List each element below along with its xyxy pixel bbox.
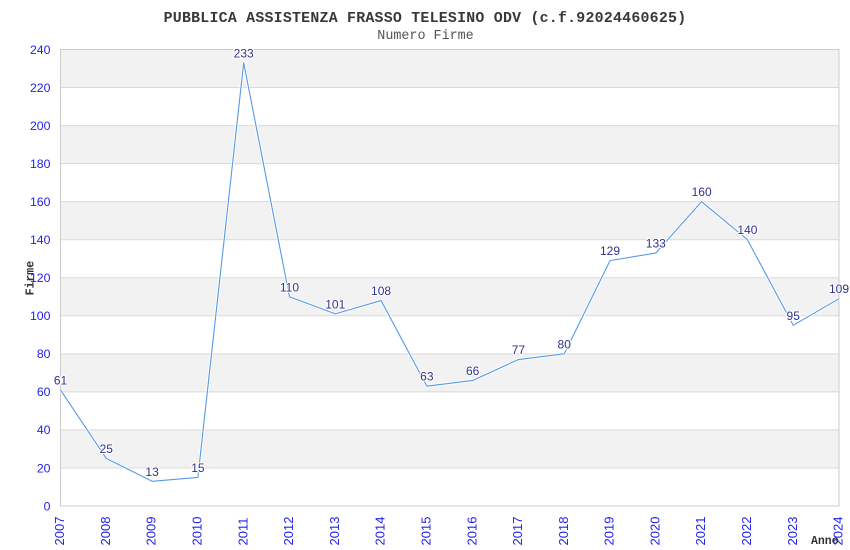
svg-text:220: 220 [30,81,51,95]
svg-text:66: 66 [466,364,480,378]
svg-text:109: 109 [829,282,849,296]
svg-text:2014: 2014 [373,517,388,546]
svg-text:120: 120 [30,271,51,285]
svg-text:240: 240 [30,43,51,57]
svg-text:80: 80 [37,347,51,361]
svg-text:200: 200 [30,119,51,133]
svg-text:63: 63 [420,370,434,384]
svg-text:129: 129 [600,244,620,258]
svg-text:Firme: Firme [25,261,38,296]
svg-text:140: 140 [30,233,51,247]
svg-text:233: 233 [234,46,254,60]
svg-text:60: 60 [37,385,51,399]
svg-text:2021: 2021 [693,517,708,546]
svg-text:2013: 2013 [327,517,342,546]
svg-text:Anno: Anno [811,535,839,548]
svg-text:2009: 2009 [144,517,159,546]
svg-text:15: 15 [191,461,205,475]
svg-text:2012: 2012 [281,517,296,546]
svg-text:2018: 2018 [556,517,571,546]
svg-text:2015: 2015 [418,517,433,546]
svg-text:140: 140 [737,223,757,237]
svg-text:133: 133 [646,237,666,251]
svg-text:108: 108 [371,284,391,298]
svg-text:101: 101 [325,297,345,311]
svg-text:80: 80 [558,337,572,351]
svg-text:2010: 2010 [189,517,204,546]
svg-text:Numero Firme: Numero Firme [377,29,473,44]
svg-text:25: 25 [100,442,114,456]
svg-text:2017: 2017 [510,517,525,546]
svg-text:2023: 2023 [785,517,800,546]
svg-text:2016: 2016 [464,517,479,546]
svg-text:61: 61 [54,373,68,387]
svg-text:2007: 2007 [52,517,67,546]
svg-text:100: 100 [30,309,51,323]
svg-text:2011: 2011 [235,518,250,546]
svg-text:2008: 2008 [98,517,113,546]
svg-text:2022: 2022 [739,517,754,546]
svg-text:13: 13 [145,465,159,479]
svg-text:2024: 2024 [831,517,846,546]
svg-text:77: 77 [512,343,526,357]
svg-text:2020: 2020 [647,517,662,546]
svg-text:160: 160 [30,195,51,209]
svg-text:180: 180 [30,157,51,171]
svg-text:0: 0 [44,499,51,513]
svg-text:PUBBLICA ASSISTENZA FRASSO TEL: PUBBLICA ASSISTENZA FRASSO TELESINO ODV … [164,11,687,27]
svg-text:2019: 2019 [602,517,617,546]
svg-text:160: 160 [692,185,712,199]
svg-text:20: 20 [37,461,51,475]
svg-text:110: 110 [280,280,299,294]
svg-text:40: 40 [37,423,51,437]
svg-text:95: 95 [787,309,801,323]
